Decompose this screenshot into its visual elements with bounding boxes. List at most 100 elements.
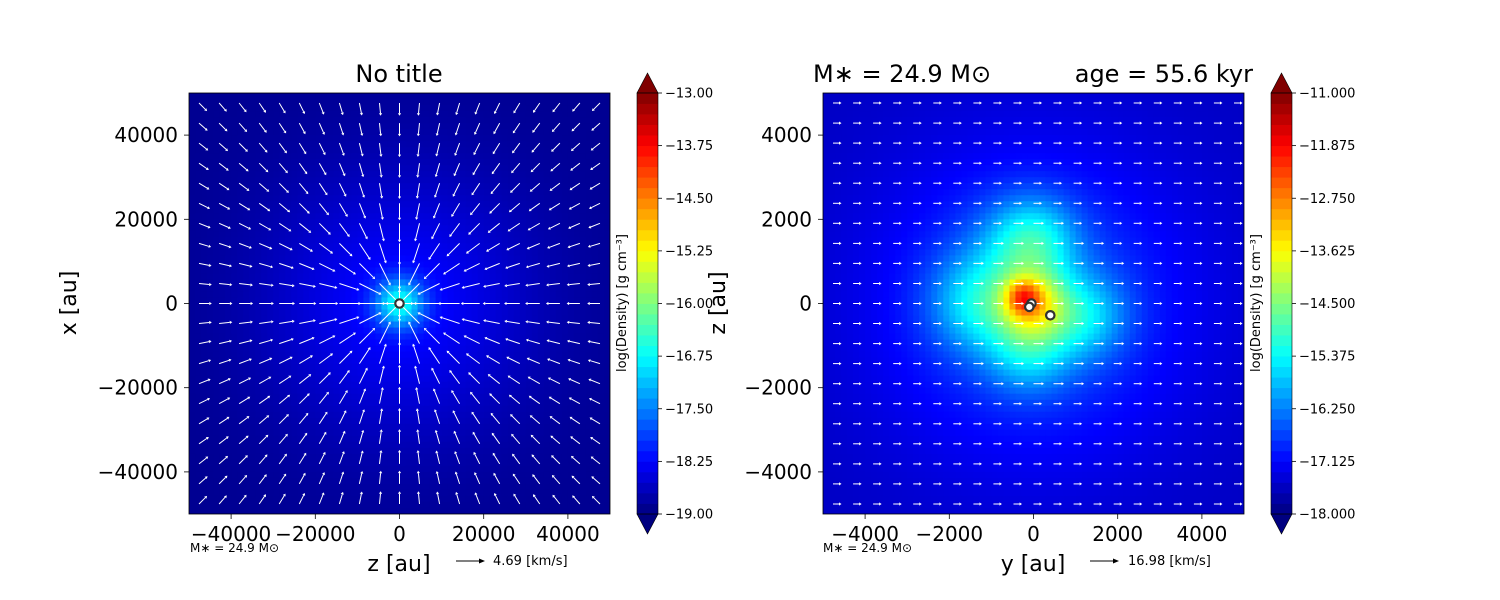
density-cell [315, 231, 322, 238]
density-cell [555, 477, 563, 485]
density-cell [237, 93, 244, 100]
density-cell [285, 267, 292, 275]
density-cell [201, 153, 208, 160]
density-cell [291, 225, 298, 232]
density-cell [243, 195, 250, 202]
density-cell [207, 165, 214, 172]
density-cell [477, 291, 485, 299]
density-cell [537, 375, 545, 383]
density-cell [297, 147, 304, 154]
density-cell [291, 393, 298, 401]
density-cell [555, 255, 563, 262]
density-cell [435, 117, 443, 124]
density-cell [483, 105, 491, 112]
density-cell [189, 117, 196, 124]
density-cell [513, 195, 521, 202]
density-cell [411, 153, 419, 160]
density-cell [441, 429, 449, 437]
velocity-arrow [318, 122, 324, 133]
density-cell [555, 297, 563, 305]
velocity-arrow [198, 142, 207, 150]
density-cell [501, 129, 509, 136]
density-cell [573, 243, 581, 250]
density-cell [291, 315, 298, 323]
density-cell [477, 213, 485, 220]
density-cell [513, 219, 521, 226]
density-cell [525, 129, 533, 136]
density-cell [579, 273, 587, 281]
density-cell [201, 231, 208, 238]
density-cell [495, 237, 503, 244]
velocity-arrow [338, 102, 343, 113]
density-cell [267, 105, 274, 112]
density-cell [255, 183, 262, 190]
density-cell [585, 417, 593, 425]
density-cell [273, 213, 280, 220]
density-cell [519, 171, 527, 178]
density-cell [519, 351, 527, 359]
density-cell [531, 459, 539, 467]
density-cell [189, 483, 196, 491]
density-cell [519, 495, 527, 503]
density-cell [579, 267, 587, 275]
density-cell [381, 417, 389, 425]
density-cell [285, 375, 292, 383]
density-cell [423, 93, 431, 100]
density-cell [195, 333, 202, 341]
density-cell [465, 333, 473, 341]
density-cell [387, 255, 395, 262]
density-cell [501, 255, 509, 262]
density-cell [543, 333, 551, 341]
density-cell [453, 99, 461, 106]
density-cell [447, 375, 455, 383]
density-cell [543, 213, 551, 220]
density-cell [567, 285, 575, 293]
density-cell [201, 369, 208, 377]
density-cell [531, 171, 539, 178]
density-cell [549, 315, 557, 323]
density-cell [501, 393, 509, 401]
density-cell [561, 231, 569, 238]
density-cell [267, 465, 274, 473]
density-cell [441, 495, 449, 503]
density-cell [381, 501, 389, 509]
velocity-arrow [358, 122, 363, 134]
density-cell [597, 231, 605, 238]
density-cell [543, 369, 551, 377]
density-cell [495, 165, 503, 172]
density-cell [525, 471, 533, 479]
density-cell [285, 357, 292, 365]
density-cell [333, 123, 340, 130]
density-cell [285, 327, 292, 335]
density-cell [429, 141, 437, 148]
density-cell [567, 237, 575, 244]
density-cell [411, 501, 419, 509]
density-cell [459, 471, 467, 479]
density-cell [489, 117, 497, 124]
density-cell [207, 447, 214, 455]
density-cell [315, 489, 322, 497]
density-cell [261, 459, 268, 467]
density-cell [495, 273, 503, 281]
density-cell [573, 165, 581, 172]
density-cell [585, 267, 593, 275]
density-cell [555, 381, 563, 389]
density-cell [225, 501, 232, 509]
density-cell [237, 291, 244, 299]
density-cell [567, 375, 575, 383]
density-cell [387, 501, 395, 509]
density-cell [585, 207, 593, 214]
velocity-arrow [593, 102, 601, 110]
density-cell [285, 303, 292, 311]
density-cell [489, 123, 497, 130]
density-cell [291, 333, 298, 341]
density-cell [519, 141, 527, 148]
density-cell [387, 441, 395, 449]
density-cell [249, 483, 256, 491]
density-cell [417, 387, 425, 395]
density-cell [423, 357, 431, 365]
density-cell [447, 321, 455, 329]
density-cell [213, 243, 220, 250]
density-cell [471, 123, 479, 130]
density-cell [579, 93, 587, 100]
